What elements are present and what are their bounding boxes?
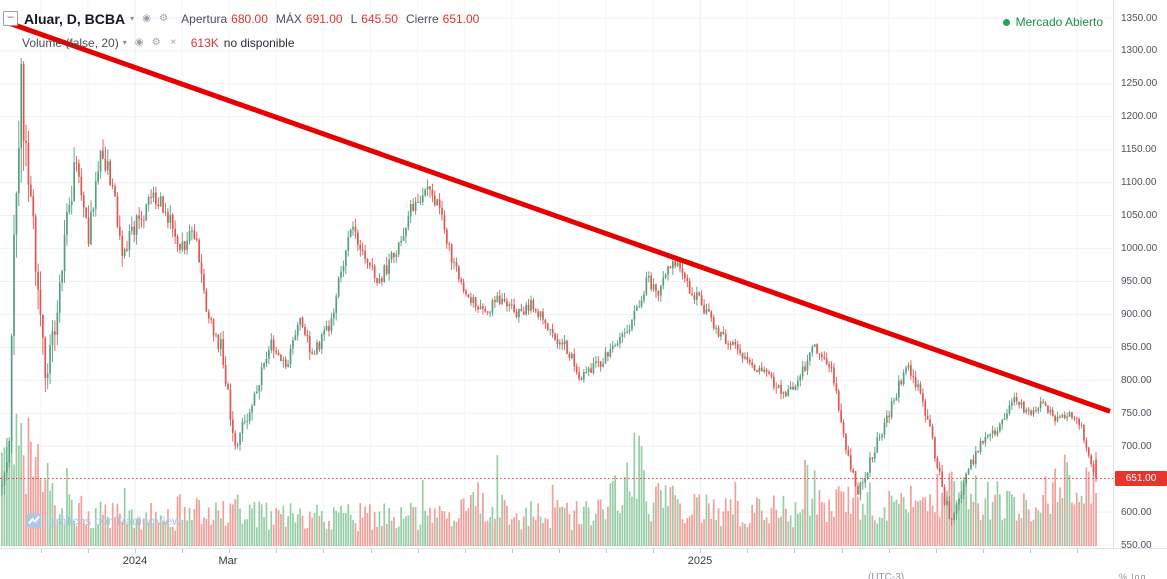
time-axis-tick — [1029, 549, 1031, 553]
settings-icon[interactable]: ⚙ — [151, 36, 161, 48]
attribution-text: gráficos por TradingView — [49, 514, 181, 528]
ohlc-high-value: 691.00 — [305, 11, 343, 26]
ohlc-close-value: 651.00 — [442, 11, 480, 26]
price-axis[interactable]: 651.00 1350.00 1300.00 1250.00 1200.00 1150.… — [1113, 0, 1167, 551]
indicator-status: no disponible — [223, 35, 295, 50]
price-axis-label: 850.00 — [1121, 341, 1152, 353]
price-axis-label: 550.00 — [1121, 539, 1152, 551]
candlestick-chart[interactable] — [0, 0, 1113, 548]
time-axis-tick — [700, 549, 702, 553]
time-axis-tick — [841, 549, 843, 553]
indicator-value: 613K — [190, 35, 219, 50]
timezone-label[interactable]: (UTC-3) — [868, 572, 905, 579]
candles[interactable] — [1, 58, 1097, 526]
collapse-pane-button[interactable]: – — [3, 11, 18, 26]
time-axis-tick — [87, 549, 89, 553]
time-axis-tick — [982, 549, 984, 553]
symbol-title[interactable]: Aluar, D, BCBA — [24, 10, 126, 27]
time-axis-tick — [606, 549, 607, 553]
price-axis-label: 750.00 — [1121, 407, 1152, 419]
ohlc-low-label: L — [350, 11, 358, 26]
market-status-label: Mercado Abierto — [1015, 15, 1103, 29]
time-axis-tick — [370, 549, 372, 553]
indicator-title[interactable]: Volume (false, 20) — [22, 35, 119, 50]
price-axis-label: 950.00 — [1121, 276, 1152, 287]
time-axis-tick — [558, 549, 560, 553]
scale-toggle-buttons[interactable]: % log auto — [1119, 572, 1147, 579]
chart-legend: – Aluar, D, BCBA ▾ ◉ ⚙ Apertura 680.00 M… — [3, 8, 479, 53]
trend-line-drawing[interactable] — [5, 19, 1111, 414]
time-axis-label: 2024 — [122, 555, 148, 567]
last-price-badge: 651.00 — [1115, 471, 1167, 486]
time-axis-tick — [40, 549, 42, 553]
time-axis-tick — [276, 549, 278, 553]
visibility-icon[interactable]: ◉ — [142, 12, 151, 24]
time-axis-tick — [1077, 549, 1078, 553]
price-axis-label: 700.00 — [1121, 440, 1152, 452]
chevron-down-icon[interactable]: ▾ — [130, 14, 135, 23]
tradingview-logo-icon — [26, 513, 42, 529]
price-axis-label: 800.00 — [1121, 374, 1152, 386]
time-axis-tick — [417, 549, 419, 553]
chevron-down-icon[interactable]: ▾ — [122, 38, 127, 47]
ohlc-close-label: Cierre — [405, 11, 439, 26]
time-axis-tick — [135, 549, 136, 553]
ohlc-open-label: Apertura — [181, 11, 228, 26]
tradingview-attribution[interactable]: gráficos por TradingView — [26, 513, 181, 529]
time-axis[interactable]: (UTC-3) % log auto 2024 Mar 2025 — [0, 548, 1167, 579]
time-axis-tick — [794, 549, 796, 553]
time-axis-label: 2025 — [687, 555, 713, 567]
price-axis-label: 1050.00 — [1121, 210, 1158, 222]
market-open-dot-icon — [1002, 18, 1010, 26]
price-axis-label: 1000.00 — [1121, 243, 1158, 255]
time-axis-tick — [511, 549, 513, 553]
price-axis-label: 600.00 — [1121, 506, 1152, 518]
grid-lines — [0, 0, 1113, 548]
ohlc-open-value: 680.00 — [231, 11, 268, 26]
ohlc-high-label: MÁX — [275, 11, 302, 26]
indicator-row: Volume (false, 20) ▾ ◉ ⚙ × 613K no dispo… — [22, 32, 479, 53]
price-axis-label: 1200.00 — [1121, 111, 1158, 123]
ohlc-low-value: 645.50 — [361, 11, 398, 26]
price-axis-label: 1250.00 — [1121, 78, 1158, 90]
price-axis-label: 1300.00 — [1121, 45, 1158, 57]
price-axis-label: 900.00 — [1121, 308, 1152, 320]
time-axis-tick — [182, 549, 184, 553]
time-axis-tick — [323, 549, 325, 553]
time-axis-tick — [229, 549, 231, 553]
time-axis-tick — [747, 549, 749, 553]
time-axis-tick — [653, 549, 655, 553]
time-axis-tick — [935, 549, 937, 553]
volume-bars — [1, 413, 1097, 546]
visibility-icon[interactable]: ◉ — [134, 36, 144, 48]
remove-icon[interactable]: × — [170, 36, 177, 48]
settings-icon[interactable]: ⚙ — [159, 12, 169, 24]
time-axis-tick — [888, 549, 890, 553]
price-axis-label: 1100.00 — [1121, 177, 1157, 189]
price-axis-label: 1150.00 — [1121, 144, 1157, 156]
price-axis-label: 1350.00 — [1121, 12, 1158, 24]
time-axis-label: Mar — [218, 555, 238, 567]
market-status[interactable]: Mercado Abierto — [1002, 15, 1103, 29]
time-axis-tick — [464, 549, 466, 553]
symbol-row: – Aluar, D, BCBA ▾ ◉ ⚙ Apertura 680.00 M… — [3, 8, 479, 29]
